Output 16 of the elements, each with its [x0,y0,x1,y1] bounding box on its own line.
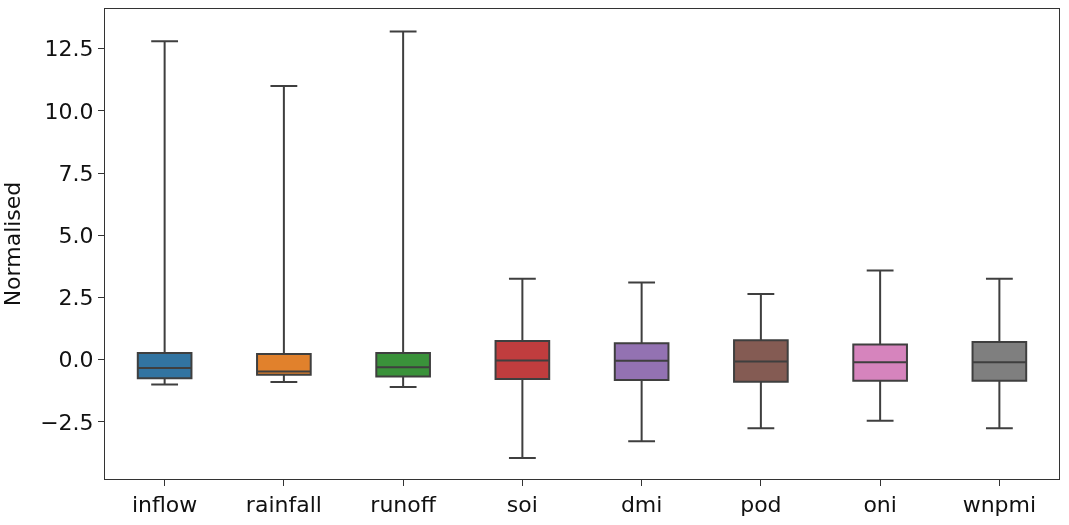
y-tick-label: 5.0 [58,223,94,248]
x-tick-label: pod [740,492,782,518]
y-tick-label: −2.5 [40,409,94,435]
y-axis-title: Normalised [0,181,25,307]
x-tick-label: runoff [370,492,437,518]
x-tick-label: inflow [131,492,198,518]
y-tick-label: 2.5 [58,285,94,311]
y-tick-label: 10.0 [44,98,94,124]
y-tick-label: 12.5 [44,36,94,62]
x-tick-label: dmi [620,492,663,518]
x-tick-label: oni [863,492,897,518]
y-tick-label: 7.5 [58,160,94,186]
x-tick-label: rainfall [245,492,322,518]
x-tick-label: soi [506,492,538,518]
x-tick-label: wnpmi [962,492,1037,518]
y-tick-label: 0.0 [58,347,94,373]
